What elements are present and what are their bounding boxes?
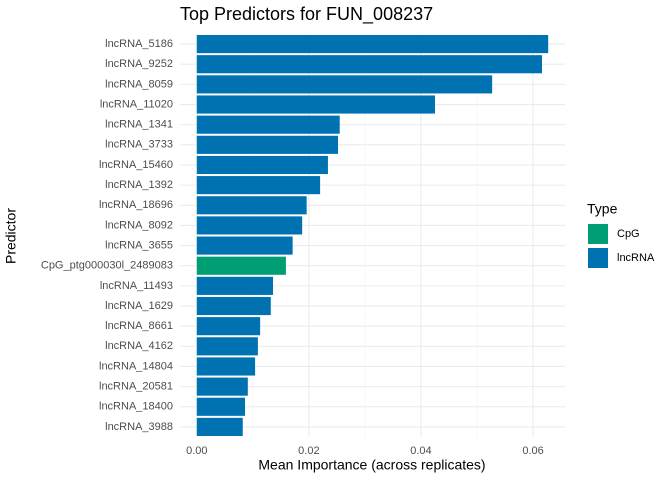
bar bbox=[196, 115, 340, 134]
bar bbox=[196, 176, 321, 195]
bar bbox=[196, 55, 543, 74]
bar bbox=[196, 196, 307, 215]
x-axis-title: Mean Importance (across replicates) bbox=[258, 457, 485, 473]
chart-title: Top Predictors for FUN_008237 bbox=[180, 4, 433, 25]
y-tick-label: lncRNA_14804 bbox=[99, 360, 173, 372]
y-tick-label: lncRNA_15460 bbox=[99, 159, 173, 171]
bar bbox=[196, 95, 435, 114]
x-tick-label: 0.00 bbox=[186, 445, 207, 457]
y-tick-label: lncRNA_3988 bbox=[105, 421, 173, 433]
bar bbox=[196, 357, 256, 376]
y-tick-label: lncRNA_3733 bbox=[105, 139, 173, 151]
legend-title: Type bbox=[587, 201, 618, 217]
legend-key bbox=[588, 224, 608, 244]
bar bbox=[196, 397, 246, 416]
bar bbox=[196, 337, 258, 356]
y-tick-label: lncRNA_4162 bbox=[105, 340, 173, 352]
bar bbox=[196, 35, 549, 54]
bar bbox=[196, 155, 328, 175]
bar bbox=[196, 135, 339, 154]
bar bbox=[196, 236, 293, 255]
y-tick-label: lncRNA_1392 bbox=[105, 179, 173, 191]
y-tick-label: lncRNA_1341 bbox=[105, 119, 173, 131]
y-tick-label: lncRNA_20581 bbox=[99, 381, 173, 393]
y-tick-label: lncRNA_11493 bbox=[100, 280, 173, 292]
y-tick-label: CpG_ptg000030l_2489083 bbox=[41, 260, 173, 272]
x-tick-label: 0.06 bbox=[522, 445, 543, 457]
y-tick-label: lncRNA_8661 bbox=[105, 320, 173, 332]
bar bbox=[196, 256, 286, 275]
y-tick-label: lncRNA_18696 bbox=[99, 199, 173, 211]
y-tick-label: lncRNA_8059 bbox=[105, 78, 173, 90]
bar bbox=[196, 216, 303, 235]
bar bbox=[196, 417, 243, 436]
y-tick-label: lncRNA_9252 bbox=[105, 58, 173, 70]
y-tick-label: lncRNA_18400 bbox=[99, 401, 173, 413]
bar bbox=[196, 75, 493, 94]
y-tick-label: lncRNA_11020 bbox=[100, 98, 173, 110]
x-tick-label: 0.04 bbox=[410, 445, 431, 457]
bar bbox=[196, 296, 271, 316]
y-axis-title: Predictor bbox=[3, 208, 19, 264]
bar bbox=[196, 377, 248, 396]
y-tick-label: lncRNA_1629 bbox=[105, 300, 173, 312]
y-tick-label: lncRNA_8092 bbox=[105, 219, 173, 231]
x-tick-label: 0.02 bbox=[298, 445, 319, 457]
legend-label: lncRNA bbox=[617, 252, 655, 264]
legend-label: CpG bbox=[617, 228, 640, 240]
bar bbox=[196, 317, 261, 336]
legend-key bbox=[588, 248, 608, 268]
bar bbox=[196, 276, 274, 295]
y-tick-label: lncRNA_3655 bbox=[105, 239, 173, 251]
y-tick-label: lncRNA_5186 bbox=[105, 38, 173, 50]
